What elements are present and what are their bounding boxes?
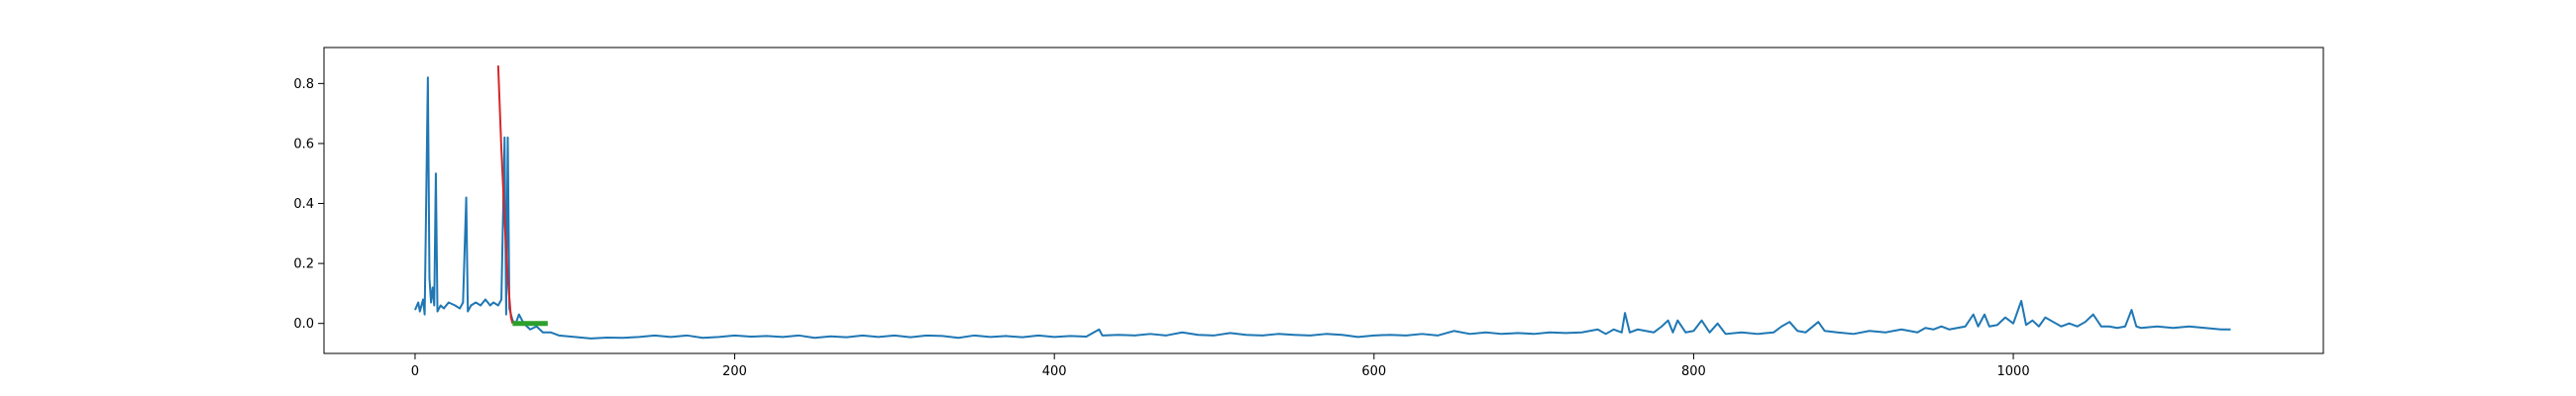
y-axis: 0.0 0.2 0.4 0.6 0.8 <box>293 77 324 332</box>
series-line-1 <box>414 76 2231 340</box>
series-layer <box>414 65 2231 340</box>
y-tick-label: 0.8 <box>293 77 314 92</box>
x-tick-label: 200 <box>722 364 747 379</box>
x-tick-label: 800 <box>1681 364 1706 379</box>
y-tick-label: 0.6 <box>293 137 314 151</box>
x-tick-label: 400 <box>1042 364 1067 379</box>
x-tick-label: 0 <box>411 364 419 379</box>
plot-area-frame <box>323 47 2324 354</box>
x-tick-label: 600 <box>1361 364 1386 379</box>
y-tick-label: 0.0 <box>293 317 314 332</box>
series-line-2 <box>496 65 514 324</box>
y-tick-label: 0.4 <box>293 197 314 212</box>
x-axis: 0 200 400 600 800 1000 <box>411 353 2030 379</box>
y-tick-label: 0.2 <box>293 257 314 272</box>
x-tick-label: 1000 <box>1997 364 2030 379</box>
